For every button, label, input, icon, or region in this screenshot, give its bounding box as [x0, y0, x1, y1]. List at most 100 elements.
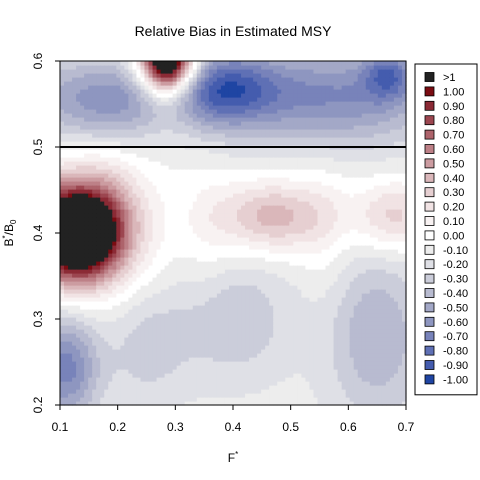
- heatmap-cell: [144, 261, 150, 266]
- heatmap-cell: [200, 225, 206, 230]
- heatmap-cell: [88, 185, 93, 190]
- heatmap-cell: [80, 141, 85, 146]
- heatmap-cell: [237, 305, 242, 310]
- heatmap-cell: [144, 249, 150, 254]
- heatmap-cell: [172, 69, 178, 74]
- heatmap-cell: [220, 133, 226, 138]
- heatmap-cell: [228, 193, 234, 198]
- heatmap-cell: [241, 77, 246, 82]
- heatmap-cell: [72, 265, 77, 270]
- heatmap-cell: [212, 101, 218, 106]
- heatmap-cell: [156, 193, 162, 198]
- heatmap-cell: [64, 201, 69, 206]
- heatmap-cell: [164, 233, 170, 238]
- heatmap-cell: [108, 157, 113, 162]
- heatmap-cell: [144, 337, 150, 342]
- heatmap-cell: [184, 213, 190, 218]
- heatmap-cell: [196, 137, 202, 142]
- heatmap-cell: [104, 93, 109, 98]
- heatmap-cell: [212, 221, 218, 226]
- heatmap-cell: [196, 289, 202, 294]
- heatmap-cell: [156, 357, 162, 362]
- heatmap-cell: [281, 365, 286, 370]
- heatmap-cell: [148, 261, 154, 266]
- heatmap-cell: [253, 61, 258, 66]
- heatmap-cell: [72, 81, 77, 86]
- heatmap-cell: [257, 281, 262, 286]
- heatmap-cell: [196, 373, 202, 378]
- heatmap-cell: [241, 321, 246, 326]
- heatmap-cell: [224, 213, 230, 218]
- heatmap-cell: [156, 277, 162, 282]
- heatmap-cell: [253, 137, 258, 142]
- heatmap-cell: [257, 153, 262, 158]
- heatmap-cell: [269, 277, 274, 282]
- heatmap-cell: [148, 129, 154, 134]
- heatmap-cell: [269, 177, 274, 182]
- heatmap-cell: [265, 177, 270, 182]
- heatmap-cell: [233, 81, 238, 86]
- heatmap-cell: [212, 353, 218, 358]
- heatmap-cell: [124, 265, 129, 270]
- heatmap-cell: [273, 337, 278, 342]
- heatmap-cell: [245, 69, 250, 74]
- heatmap-cell: [285, 297, 290, 302]
- heatmap-cell: [128, 81, 134, 86]
- heatmap-cell: [124, 121, 129, 126]
- heatmap-cell: [220, 381, 226, 386]
- heatmap-cell: [80, 61, 85, 66]
- heatmap-cell: [176, 173, 182, 178]
- heatmap-cell: [116, 77, 121, 82]
- heatmap-cell: [261, 237, 266, 242]
- heatmap-cell: [204, 129, 210, 134]
- heatmap-cell: [60, 221, 65, 226]
- heatmap-cell: [108, 121, 113, 126]
- heatmap-cell: [228, 129, 234, 134]
- heatmap-cell: [245, 225, 250, 230]
- heatmap-cell: [180, 293, 186, 298]
- heatmap-cell: [265, 325, 270, 330]
- heatmap-cell: [188, 301, 194, 306]
- heatmap-cell: [196, 189, 202, 194]
- heatmap-cell: [68, 285, 73, 290]
- heatmap-cell: [80, 289, 85, 294]
- heatmap-cell: [132, 297, 138, 302]
- heatmap-cell: [237, 349, 242, 354]
- heatmap-cell: [136, 97, 142, 102]
- heatmap-cell: [80, 305, 85, 310]
- heatmap-cell: [237, 113, 242, 118]
- heatmap-cell: [269, 89, 274, 94]
- heatmap-cell: [140, 113, 146, 118]
- heatmap-cell: [92, 97, 97, 102]
- heatmap-cell: [208, 161, 214, 166]
- heatmap-cell: [208, 225, 214, 230]
- heatmap-cell: [164, 157, 170, 162]
- heatmap-cell: [140, 365, 146, 370]
- heatmap-cell: [265, 321, 270, 326]
- heatmap-cell: [265, 393, 270, 398]
- heatmap-cell: [96, 161, 101, 166]
- heatmap-cell: [172, 201, 178, 206]
- heatmap-cell: [196, 109, 202, 114]
- heatmap-cell: [76, 317, 81, 322]
- heatmap-cell: [261, 313, 266, 318]
- heatmap-cell: [132, 329, 138, 334]
- heatmap-cell: [241, 301, 246, 306]
- heatmap-cell: [172, 369, 178, 374]
- heatmap-cell: [148, 233, 154, 238]
- heatmap-cell: [76, 181, 81, 186]
- heatmap-cell: [253, 221, 258, 226]
- heatmap-cell: [196, 301, 202, 306]
- heatmap-cell: [136, 197, 142, 202]
- heatmap-cell: [212, 117, 218, 122]
- heatmap-cell: [265, 165, 270, 170]
- heatmap-cell: [168, 341, 174, 346]
- heatmap-cell: [265, 373, 270, 378]
- heatmap-cell: [245, 181, 250, 186]
- heatmap-cell: [152, 361, 158, 366]
- heatmap-cell: [104, 313, 109, 318]
- heatmap-cell: [112, 213, 117, 218]
- heatmap-cell: [100, 269, 105, 274]
- heatmap-cell: [120, 89, 125, 94]
- heatmap-cell: [196, 101, 202, 106]
